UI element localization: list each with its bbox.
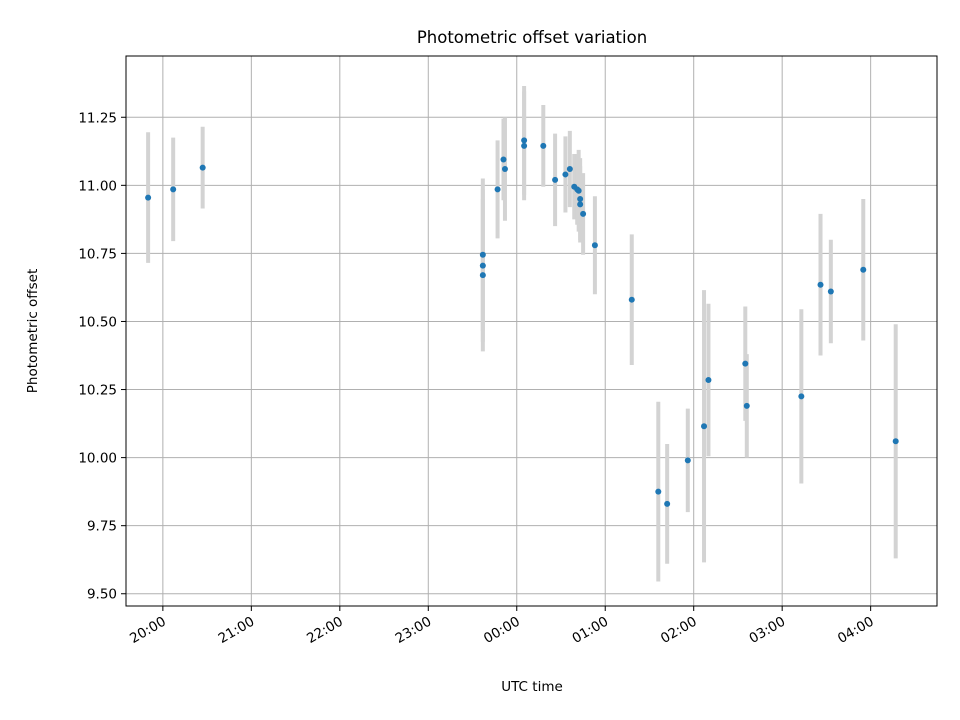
x-tick-label: 04:00 [835, 614, 877, 647]
data-point [684, 457, 691, 464]
data-point [170, 186, 177, 193]
y-tick-label: 10.25 [78, 383, 117, 399]
data-point [479, 262, 486, 269]
x-axis-label: UTC time [501, 679, 563, 695]
data-point [479, 272, 486, 279]
data-point [664, 500, 671, 507]
data-point [577, 201, 584, 208]
data-point [521, 142, 528, 149]
data-point [580, 210, 587, 217]
x-tick-label: 21:00 [216, 614, 258, 647]
data-point [701, 423, 708, 430]
grid [126, 56, 937, 606]
data-point [501, 165, 508, 172]
x-tick-label: 03:00 [746, 614, 788, 647]
data-point [743, 402, 750, 409]
y-axis-ticks: 9.50 9.75 10.00 10.25 10.50 10.75 11.00 11.25 [78, 110, 126, 603]
data-point [562, 171, 569, 178]
data-point [860, 266, 867, 273]
data-point [655, 488, 662, 495]
data-point [577, 195, 584, 202]
x-tick-label: 01:00 [570, 614, 612, 647]
data-point [494, 186, 501, 193]
data-point [521, 137, 528, 144]
y-tick-label: 9.75 [87, 519, 117, 535]
data-point [552, 176, 559, 183]
data-point [575, 187, 582, 194]
data-point [742, 360, 749, 367]
data-point [827, 288, 834, 295]
x-tick-label: 23:00 [393, 614, 435, 647]
error-bars [146, 85, 898, 582]
data-point [591, 242, 598, 249]
data-point [199, 164, 206, 171]
y-axis-label: Photometric offset [25, 269, 41, 393]
data-point [628, 296, 635, 303]
y-tick-label: 11.25 [78, 110, 117, 126]
x-tick-label: 02:00 [658, 614, 700, 647]
data-point [892, 438, 899, 445]
data-point [479, 251, 486, 258]
data-point [798, 393, 805, 400]
y-tick-label: 9.50 [87, 587, 117, 603]
y-tick-label: 10.75 [78, 246, 117, 262]
x-tick-label: 20:00 [127, 614, 169, 647]
data-point [145, 194, 152, 201]
plot-frame [125, 55, 938, 607]
data-point [705, 377, 712, 384]
data-point [817, 281, 824, 288]
y-tick-label: 10.50 [78, 314, 117, 330]
x-tick-label: 22:00 [304, 614, 346, 647]
x-tick-label: 00:00 [481, 614, 523, 647]
data-point [500, 156, 507, 163]
chart-title: Photometric offset variation [417, 28, 647, 47]
data-point [540, 142, 547, 149]
data-point [566, 165, 573, 172]
data-points [145, 137, 899, 507]
y-tick-label: 10.00 [78, 451, 117, 467]
y-tick-label: 11.00 [78, 178, 117, 194]
x-axis-ticks: 20:00 21:00 22:00 23:00 00:00 01:00 02:00 03:00… [127, 606, 877, 647]
